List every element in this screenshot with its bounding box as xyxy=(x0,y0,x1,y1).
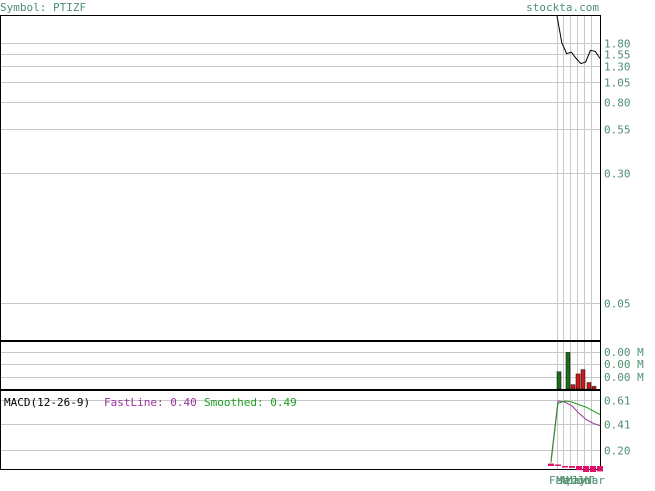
macd-histogram-bar xyxy=(590,466,596,472)
volume-bars xyxy=(556,352,597,390)
price-tick-label: 0.05 xyxy=(604,298,631,311)
macd-fast-label: FastLine: 0.40 xyxy=(104,396,197,409)
site-label: stockta.com xyxy=(526,1,599,14)
volume-y-ticks: 0.00 M0.00 M0.00 M xyxy=(604,346,644,384)
volume-tick-label: 0.00 M xyxy=(604,371,644,384)
volume-tick-label: 0.00 M xyxy=(604,346,644,359)
macd-histogram-bar xyxy=(569,466,575,468)
macd-histogram xyxy=(548,463,603,472)
x-tick-label: Apr xyxy=(560,474,580,486)
macd-grid xyxy=(1,400,600,451)
x-tick-label: Mar xyxy=(585,474,605,486)
x-tick-label: May xyxy=(566,474,586,486)
x-tick-label: Jul xyxy=(577,474,597,486)
volume-bar xyxy=(565,352,571,390)
x-tick-label: Feb xyxy=(549,474,569,486)
volume-bar xyxy=(586,382,592,390)
price-tick-label: 1.55 xyxy=(604,49,631,62)
macd-tick-label: 0.61 xyxy=(604,395,631,408)
price-tick-label: 0.30 xyxy=(604,168,631,181)
price-series-line xyxy=(556,15,601,65)
volume-bar xyxy=(591,386,597,390)
price-grid xyxy=(1,43,600,304)
volume-bar xyxy=(575,373,581,390)
volume-bar xyxy=(580,369,586,390)
macd-histogram-bar xyxy=(576,466,582,471)
macd-histogram-bar xyxy=(548,463,554,466)
macd-histogram-bar xyxy=(562,466,568,468)
price-tick-label: 1.30 xyxy=(604,61,631,74)
macd-smoothed-line xyxy=(550,400,601,463)
price-panel xyxy=(0,15,601,341)
macd-tick-label: 0.41 xyxy=(604,419,631,432)
macd-label: MACD(12-26-9) xyxy=(4,396,90,409)
price-tick-label: 1.80 xyxy=(604,38,631,51)
symbol-label: Symbol: PTIZF xyxy=(0,1,86,14)
volume-tick-label: 0.00 M xyxy=(604,358,644,371)
macd-smoothed-label: Smoothed: 0.49 xyxy=(204,396,297,409)
macd-tick-label: 0.20 xyxy=(604,445,631,458)
price-tick-label: 1.05 xyxy=(604,77,631,90)
price-tick-label: 0.80 xyxy=(604,97,631,110)
price-y-ticks: 1.801.551.30 1.05 0.80 0.55 0.30 0.05 xyxy=(604,38,631,311)
x-tick-label: Mar xyxy=(556,474,576,486)
macd-panel xyxy=(0,390,601,470)
macd-fast-line xyxy=(550,400,601,461)
x-tick-label: Jun xyxy=(571,474,591,486)
volume-panel xyxy=(0,341,601,390)
volume-bar xyxy=(556,371,562,390)
volume-grid xyxy=(1,352,600,378)
price-tick-label: 0.55 xyxy=(604,124,631,137)
macd-y-ticks: 0.61 0.41 0.20 xyxy=(604,395,631,458)
macd-histogram-bar xyxy=(597,466,603,472)
macd-histogram-bar xyxy=(583,466,589,472)
macd-histogram-bar xyxy=(555,464,561,466)
volume-bar xyxy=(570,384,576,390)
